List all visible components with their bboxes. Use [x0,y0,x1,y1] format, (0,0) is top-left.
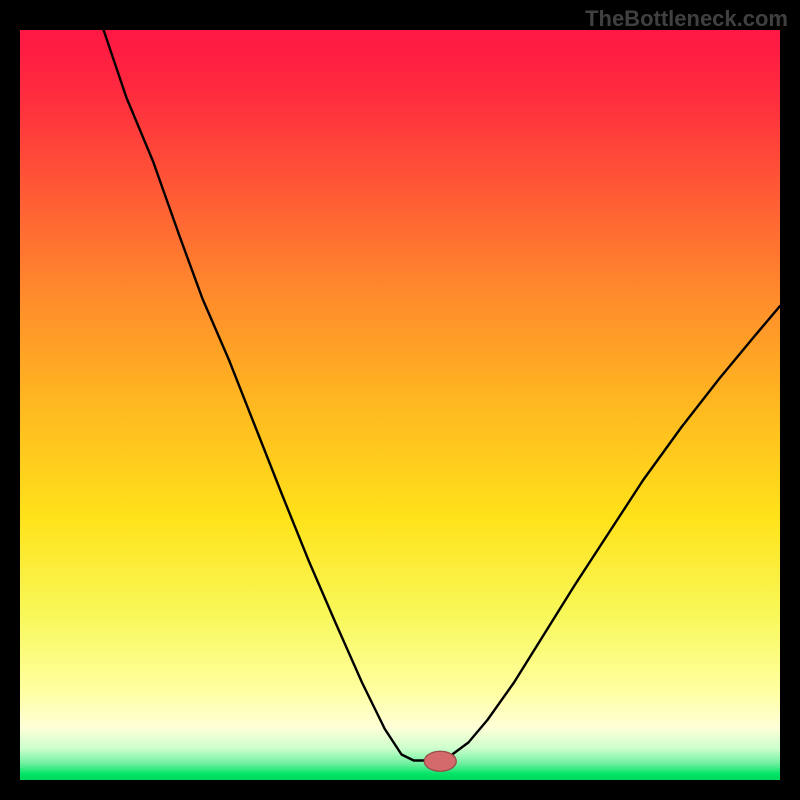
source-watermark: TheBottleneck.com [585,6,788,32]
optimal-marker [424,751,456,771]
chart-background [20,30,780,780]
bottleneck-chart [20,30,780,780]
